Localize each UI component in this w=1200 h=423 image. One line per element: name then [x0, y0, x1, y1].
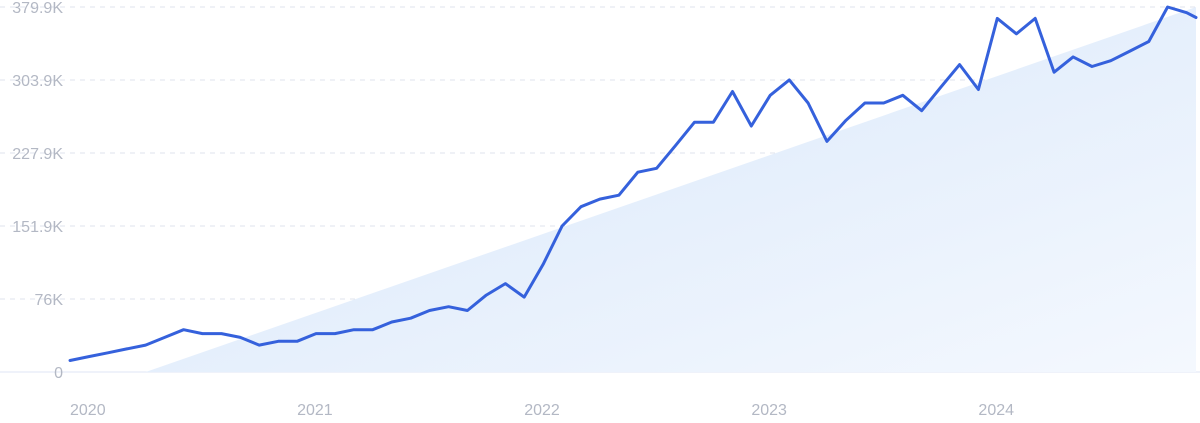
x-tick-label: 2022 [524, 402, 560, 419]
trend-area-fill [145, 7, 1197, 372]
y-tick-label: 303.9K [12, 73, 63, 90]
y-tick-label: 0 [54, 365, 63, 382]
x-tick-label: 2020 [70, 402, 106, 419]
y-axis-ticks: 0 76K 151.9K 227.9K 303.9K 379.9K [12, 0, 63, 382]
series-line [68, 5, 1198, 362]
y-tick-label: 227.9K [12, 146, 63, 163]
y-tick-label: 379.9K [12, 0, 63, 17]
x-tick-label: 2023 [751, 402, 787, 419]
trend-area [145, 7, 1197, 372]
x-tick-label: 2021 [297, 402, 333, 419]
y-tick-label: 151.9K [12, 219, 63, 236]
x-axis-ticks: 2020 2021 2022 2023 2024 [70, 402, 1014, 419]
y-tick-label: 76K [35, 292, 64, 309]
x-tick-label: 2024 [978, 402, 1014, 419]
series-line-layer [68, 5, 1198, 362]
